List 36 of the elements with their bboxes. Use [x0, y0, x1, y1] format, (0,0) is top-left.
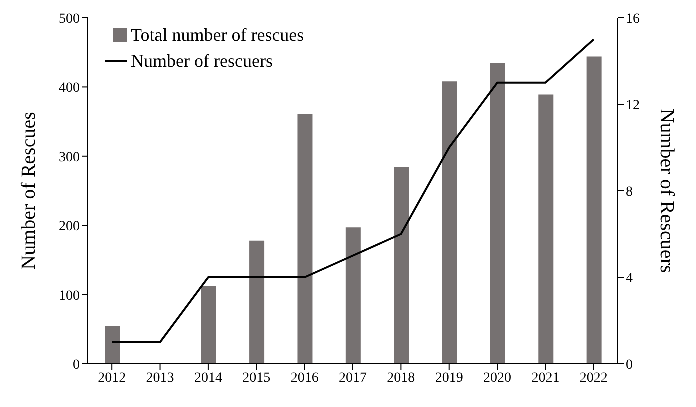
y-tick-label: 0: [73, 358, 80, 373]
x-tick-label: 2015: [242, 370, 271, 386]
y-axis-title: Number of Rescues: [18, 112, 40, 270]
y-tick-label: 200: [59, 220, 80, 235]
y2-tick-label: 4: [626, 271, 633, 286]
x-tick-label: 2022: [580, 370, 608, 386]
legend-label: Number of rescuers: [131, 50, 273, 73]
x-tick-label: 2016: [290, 370, 319, 386]
x-tick-label: 2013: [146, 370, 174, 386]
bar: [250, 240, 265, 364]
bar: [201, 286, 216, 364]
bar: [490, 62, 506, 364]
bar: [442, 82, 458, 364]
x-tick-label: 2021: [532, 370, 560, 386]
bar: [538, 94, 554, 364]
x-tick-label: 2014: [194, 370, 222, 386]
bar: [346, 228, 361, 364]
x-tick-label: 2020: [484, 370, 512, 386]
y-tick-label: 400: [59, 81, 80, 96]
x-tick-label: 2012: [98, 370, 126, 386]
y-tick-label: 500: [59, 12, 80, 27]
bar: [394, 167, 410, 364]
y2-tick-label: 12: [626, 98, 640, 114]
y2-tick-label: 16: [626, 12, 640, 27]
x-tick-label: 2017: [339, 370, 367, 386]
y-tick-label: 100: [59, 288, 80, 304]
bar: [586, 56, 602, 364]
y2-axis-title: Number of Rescuers: [656, 108, 678, 274]
legend-label: Total number of rescues: [131, 24, 304, 47]
x-tick-label: 2019: [435, 370, 464, 386]
y2-tick-label: 8: [626, 184, 633, 200]
y2-tick-label: 0: [626, 358, 633, 373]
bar: [105, 326, 120, 364]
bar: [298, 114, 313, 364]
y-tick-label: 300: [59, 150, 80, 166]
x-tick-label: 2018: [387, 370, 416, 386]
